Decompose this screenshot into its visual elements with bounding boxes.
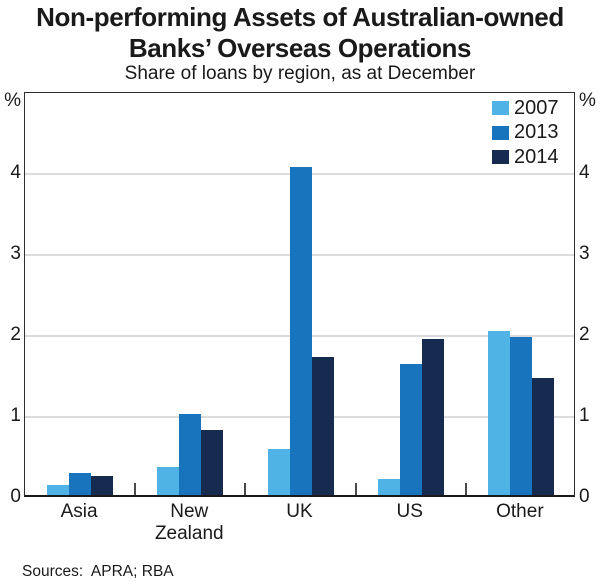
chart-title: Non-performing Assets of Australian-owne… xyxy=(0,2,600,64)
y-axis-label-left: 1 xyxy=(10,405,21,426)
bar-other-2014 xyxy=(531,377,554,495)
bar-asia-2013 xyxy=(69,473,92,495)
category-label-asia: Asia xyxy=(24,501,134,523)
legend-label-2014: 2014 xyxy=(514,145,559,168)
category-label-text: New Zealand xyxy=(154,501,224,544)
chart-title-line1: Non-performing Assets of Australian-owne… xyxy=(36,2,564,32)
category-label-text: Other xyxy=(496,501,544,522)
x-axis-tick xyxy=(134,483,137,495)
legend-label-2013: 2013 xyxy=(514,121,559,144)
bar-new-zealand-2007 xyxy=(157,466,180,495)
legend-item-2014: 2014 xyxy=(492,145,559,170)
bar-new-zealand-2014 xyxy=(201,430,224,495)
plot-area xyxy=(24,92,575,497)
y-axis-label-left: 3 xyxy=(10,243,21,264)
y-axis-label-right: 3 xyxy=(579,243,590,264)
category-label-uk: UK xyxy=(244,501,354,523)
y-axis-label-right: 0 xyxy=(579,486,590,507)
legend: 2007 2013 2014 xyxy=(492,96,559,170)
y-axis-label-right: 4 xyxy=(579,162,590,183)
x-axis-tick xyxy=(244,483,247,495)
bar-asia-2007 xyxy=(47,485,70,495)
sources-note: Sources: APRA; RBA xyxy=(22,563,174,580)
category-label-other: Other xyxy=(465,501,575,523)
legend-swatch-2013 xyxy=(492,125,509,140)
category-label-text: Asia xyxy=(60,501,98,522)
legend-item-2007: 2007 xyxy=(492,96,559,121)
bar-us-2014 xyxy=(421,338,444,495)
y-axis-label-left: 0 xyxy=(10,486,21,507)
bar-new-zealand-2013 xyxy=(179,414,202,495)
category-label-us: US xyxy=(355,501,465,523)
y-axis-label-right: 1 xyxy=(579,405,590,426)
category-label-new-zealand: New Zealand xyxy=(134,501,244,545)
category-label-text: US xyxy=(396,501,423,522)
bar-uk-2014 xyxy=(311,357,334,495)
chart-title-line2: Banks’ Overseas Operations xyxy=(128,33,472,63)
bar-us-2013 xyxy=(399,363,422,495)
x-axis-tick xyxy=(354,483,357,495)
y-axis-label-left: 4 xyxy=(10,162,21,183)
legend-swatch-2014 xyxy=(492,150,509,165)
legend-item-2013: 2013 xyxy=(492,121,559,146)
legend-label-2007: 2007 xyxy=(514,96,559,119)
bar-uk-2007 xyxy=(267,448,290,495)
y-axis-unit-right: % xyxy=(579,90,596,111)
bar-other-2013 xyxy=(509,337,532,495)
bar-us-2007 xyxy=(377,478,400,495)
bar-asia-2014 xyxy=(91,476,114,495)
y-axis-unit-left: % xyxy=(4,90,21,111)
bar-other-2007 xyxy=(487,331,510,495)
y-axis-label-right: 2 xyxy=(579,324,590,345)
chart-subtitle: Share of loans by region, as at December xyxy=(124,63,476,84)
legend-swatch-2007 xyxy=(492,101,509,116)
x-axis-tick xyxy=(464,483,467,495)
bar-uk-2013 xyxy=(289,166,312,495)
y-axis-label-left: 2 xyxy=(10,324,21,345)
category-label-text: UK xyxy=(286,501,313,522)
